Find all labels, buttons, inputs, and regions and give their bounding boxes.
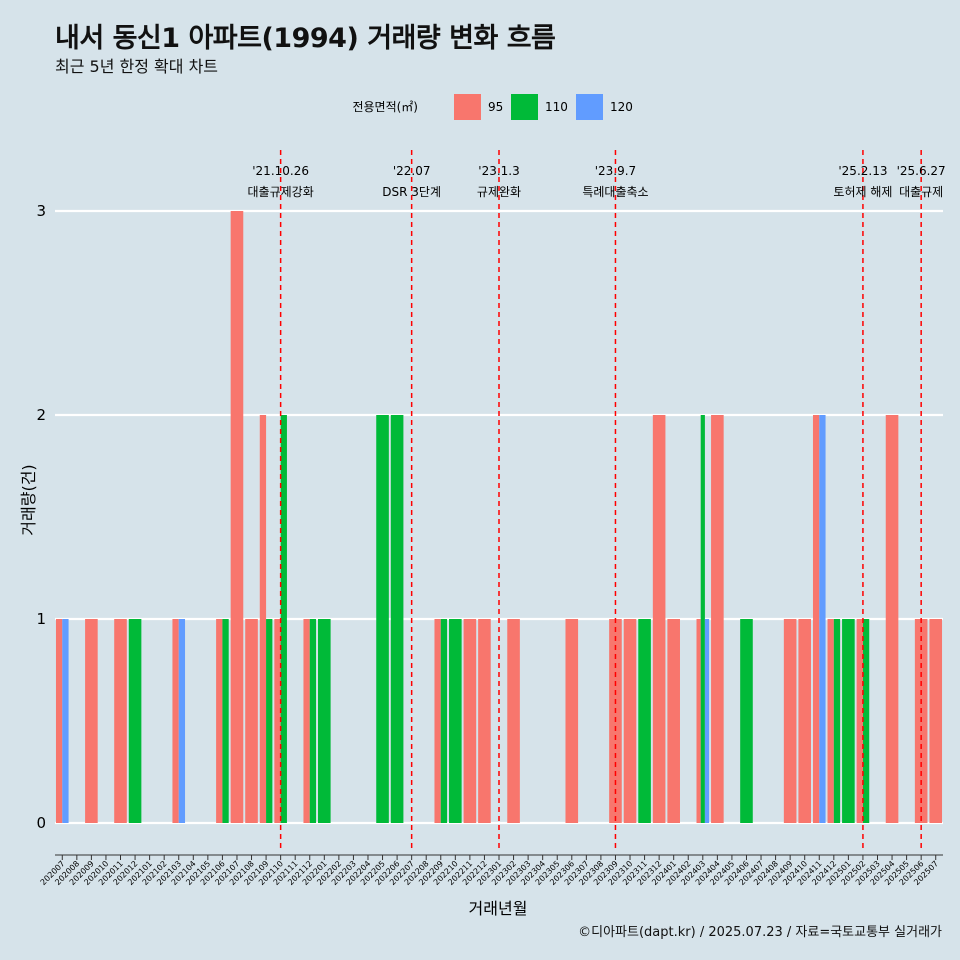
bar-95-202009 <box>85 619 98 823</box>
chart-subtitle: 최근 5년 한정 확대 차트 <box>55 57 219 76</box>
bar-95-202404 <box>711 415 724 823</box>
bar-110-202501 <box>842 619 855 823</box>
event-label: 토허제 해제 <box>833 185 892 199</box>
bar-95-202412 <box>827 619 834 823</box>
event-date: '21.10.26 <box>252 164 309 178</box>
bar-95-202302 <box>507 619 520 823</box>
bar-110-202201 <box>318 619 331 823</box>
bar-95-202103 <box>172 619 179 823</box>
event-date: '22.07 <box>393 164 431 178</box>
bar-95-202504 <box>885 415 899 823</box>
y-tick-label: 3 <box>36 202 46 220</box>
bar-95-202108 <box>245 619 258 823</box>
bar-120-202411 <box>819 415 826 823</box>
bar-95-202403 <box>696 619 701 823</box>
legend-swatch-95 <box>454 94 481 120</box>
bar-110-202210 <box>449 619 462 823</box>
bar-110-202106 <box>222 619 229 823</box>
axes: 2020072020082020092020102020112020122021… <box>39 854 943 887</box>
bar-110-202109 <box>266 619 273 823</box>
y-tick-label: 0 <box>36 814 46 832</box>
bar-95-202110 <box>274 619 281 823</box>
bar-95-202209 <box>434 619 441 823</box>
event-label: 특례대출축소 <box>582 185 648 199</box>
event-label: 대출규제강화 <box>248 185 314 199</box>
event-date: '23.9.7 <box>595 164 636 178</box>
bar-95-202112 <box>303 619 310 823</box>
bar-95-202401 <box>667 619 680 823</box>
bar-95-202410 <box>798 619 812 823</box>
bar-95-202312 <box>652 415 666 823</box>
bar-110-202406 <box>740 619 753 823</box>
event-label: DSR 3단계 <box>382 185 441 199</box>
source-credit: ©디아파트(dapt.kr) / 2025.07.23 / 자료=국토교통부 실… <box>578 925 942 940</box>
bar-110-202206 <box>390 415 404 823</box>
y-axis-title: 거래량(건) <box>19 464 38 535</box>
bar-110-202110 <box>280 415 287 823</box>
bar-110-202403 <box>700 415 705 823</box>
bar-110-202205 <box>376 415 389 823</box>
legend-title: 전용면적(㎡) <box>352 100 418 114</box>
bar-110-202112 <box>309 619 317 823</box>
bar-95-202409 <box>783 619 797 823</box>
bar-110-202502 <box>862 619 870 823</box>
bars <box>55 211 943 823</box>
chart-title: 내서 동신1 아파트(1994) 거래량 변화 흐름 <box>55 23 556 54</box>
y-tick-label: 2 <box>36 406 46 424</box>
event-label: 규제완화 <box>477 185 521 199</box>
bar-95-202306 <box>565 619 579 823</box>
bar-95-202411 <box>812 415 820 823</box>
legend: 전용면적(㎡) 95 110 120 <box>352 94 633 120</box>
bar-95-202212 <box>478 619 491 823</box>
bar-110-202311 <box>638 619 651 823</box>
legend-swatch-110 <box>511 94 538 120</box>
bar-110-202209 <box>440 619 448 823</box>
bar-120-202103 <box>178 619 186 823</box>
bar-95-202107 <box>230 211 244 823</box>
bar-120-202403 <box>704 619 710 823</box>
event-label: 대출규제 <box>899 185 943 199</box>
bar-110-202412 <box>833 619 841 823</box>
legend-label-95: 95 <box>488 100 503 114</box>
event-date: '25.6.27 <box>897 164 946 178</box>
bar-95-202502 <box>856 619 863 823</box>
bar-95-202106 <box>216 619 223 823</box>
bar-95-202007 <box>55 619 63 823</box>
bar-95-202507 <box>929 619 943 823</box>
bar-120-202007 <box>62 619 69 823</box>
legend-swatch-120 <box>576 94 603 120</box>
legend-label-110: 110 <box>545 100 568 114</box>
legend-label-120: 120 <box>610 100 633 114</box>
bar-95-202211 <box>463 619 477 823</box>
bar-110-202012 <box>128 619 142 823</box>
event-date: '23.1.3 <box>478 164 519 178</box>
x-axis-title: 거래년월 <box>469 899 528 918</box>
bar-95-202310 <box>623 619 637 823</box>
y-tick-label: 1 <box>36 610 46 628</box>
bar-95-202011 <box>114 619 127 823</box>
event-date: '25.2.13 <box>838 164 887 178</box>
bar-95-202109 <box>259 415 267 823</box>
annotations: '21.10.26 대출규제강화 '22.07 DSR 3단계 '23.1.3 규제완화 '… <box>248 150 946 848</box>
